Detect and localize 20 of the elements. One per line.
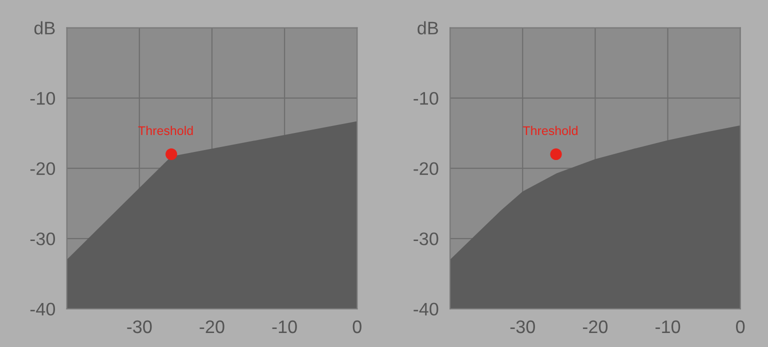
annotation: Threshold: [138, 126, 193, 136]
y-tick-label: -20: [30, 162, 55, 176]
x-tick-label: 0: [736, 320, 745, 334]
x-tick-label: -30: [127, 320, 152, 334]
x-tick-label: -30: [510, 320, 535, 334]
y-tick-label: -10: [414, 92, 438, 105]
y-tick-label: -40: [414, 302, 438, 316]
y-tick-label: -30: [30, 232, 55, 246]
y-tick-label: dB: [418, 21, 438, 34]
x-tick-label: -10: [272, 320, 297, 334]
y-tick-label: -30: [414, 232, 438, 246]
x-tick-label: -20: [582, 320, 608, 334]
y-tick-label: -20: [414, 162, 438, 176]
y-tick-label: -10: [30, 92, 55, 105]
annotation: Threshold: [522, 126, 578, 136]
y-tick-label: -40: [30, 302, 55, 316]
x-tick-label: 0: [352, 320, 362, 334]
y-tick-label: dB: [34, 21, 55, 34]
x-tick-label: -10: [656, 320, 680, 334]
x-tick-label: -20: [200, 320, 224, 334]
